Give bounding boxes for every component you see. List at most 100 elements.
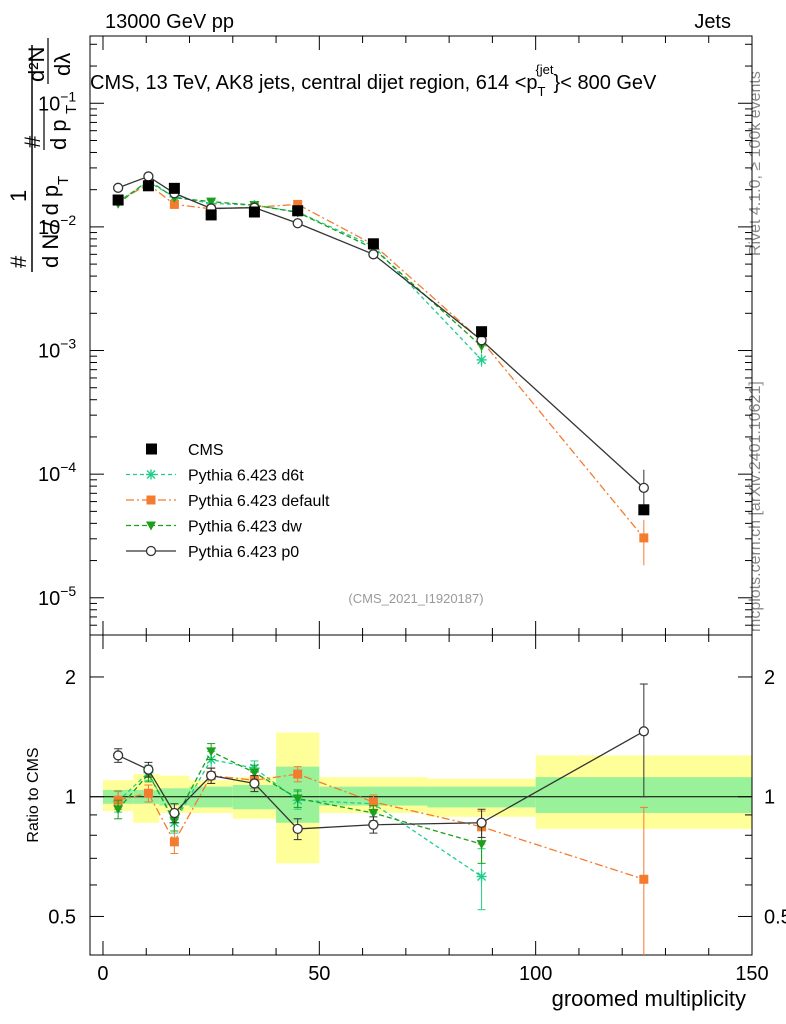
- ratio-point-1-2: [169, 837, 179, 847]
- analysis-watermark: (CMS_2021_I1920187): [348, 591, 483, 606]
- x-tick-label-50: 50: [308, 963, 330, 985]
- cms-point-7: [476, 326, 488, 338]
- cms-point-8: [638, 504, 650, 516]
- x-tick-label-150: 150: [735, 963, 768, 985]
- rivet-label: Rivet 4.1.0, ≥ 100k events: [747, 71, 764, 256]
- header-right: Jets: [694, 11, 731, 33]
- ratio-point-1-8: [639, 874, 649, 884]
- legend: CMS Pythia 6.423 d6t Pythia 6.423 default P…: [126, 442, 330, 561]
- ratio-point-3-3: [206, 770, 217, 781]
- ratio-uncertainty-bands: [102, 732, 752, 864]
- legend-label-4: Pythia 6.423 p0: [188, 544, 299, 561]
- main-ytick-label-exp: −1: [60, 88, 76, 104]
- ratio-series: [112, 683, 649, 955]
- main-ytick-label-exp: −2: [60, 212, 76, 228]
- main-point-2-3: [206, 197, 217, 207]
- ratio-point-3-0: [112, 750, 124, 761]
- main-ytick-label-base: 10: [38, 341, 60, 363]
- chart-title-pre: CMS, 13 TeV, AK8 jets, central dijet reg…: [90, 72, 538, 94]
- cms-point-6: [367, 238, 379, 250]
- axis-ticks: [90, 36, 753, 956]
- ratio-point-3-1: [143, 764, 154, 775]
- ratio-frame: [89, 634, 753, 956]
- main-ytick-label-2: 10−3: [38, 336, 76, 363]
- ratio-ylabel: Ratio to CMS: [25, 747, 42, 842]
- main-ytick-label-1: 10−2: [38, 212, 76, 239]
- ylabel-dn-dpt: d N / d p: [38, 185, 63, 268]
- ylabel-hash-1: #: [6, 255, 31, 268]
- cms-point-2: [168, 182, 180, 194]
- chart-title: CMS, 13 TeV, AK8 jets, central dijet reg…: [90, 62, 657, 99]
- cms-point-4: [248, 206, 260, 218]
- cms-point-3: [205, 209, 217, 221]
- chart-title-sup: {jet: [535, 62, 553, 77]
- main-ytick-label-exp: −3: [60, 336, 76, 352]
- main-point-3-5: [292, 218, 303, 229]
- ratio-point-1-5: [293, 769, 303, 779]
- main-ylabel: 1 # d N / d p T # d p T d²N dλ: [6, 38, 80, 272]
- ratio-line-2: [117, 750, 482, 845]
- ratio-point-2-0: [113, 805, 124, 815]
- ratio-ytick-label-left-0: 0.5: [48, 906, 76, 928]
- x-tick-label-0: 0: [97, 963, 108, 985]
- ylabel-one: 1: [6, 190, 31, 202]
- ratio-ytick-label-left-2: 2: [65, 667, 76, 689]
- cms-point-5: [292, 205, 304, 217]
- ratio-point-3-6: [368, 819, 379, 830]
- ratio-ytick-label-right-2: 2: [764, 667, 775, 689]
- cms-point-1: [142, 180, 154, 192]
- main-ytick-label-base: 10: [38, 464, 60, 486]
- legend-label-2: Pythia 6.423 default: [188, 493, 330, 510]
- legend-marker-2: [146, 495, 156, 505]
- legend-marker-4: [145, 545, 157, 557]
- ylabel-d2n: d²N: [24, 47, 49, 82]
- ylabel-t-sub: T: [55, 176, 72, 185]
- main-point-0-7: [476, 354, 487, 365]
- chart-title-post: }< 800 GeV: [554, 72, 658, 94]
- header-left: 13000 GeV pp: [105, 11, 234, 33]
- ratio-point-2-7: [476, 840, 487, 850]
- main-ytick-label-base: 10: [38, 93, 60, 115]
- main-ytick-label-3: 10−4: [38, 459, 76, 486]
- legend-cms-marker: [146, 443, 157, 455]
- main-point-3-0: [112, 182, 124, 193]
- legend-label-0: CMS: [188, 442, 224, 459]
- main-point-1-2: [169, 199, 179, 209]
- ratio-point-3-2: [169, 807, 180, 819]
- ratio-point-0-7: [476, 871, 487, 882]
- ratio-line-0: [117, 758, 482, 878]
- ylabel-hash-2: #: [20, 135, 45, 148]
- main-point-0-7-stroke-3: [477, 355, 487, 365]
- xlabel: groomed multiplicity: [552, 986, 746, 1011]
- main-point-3-1: [143, 171, 154, 182]
- ratio-point-1-6: [368, 797, 378, 807]
- main-point-3-6: [368, 249, 379, 260]
- ratio-ytick-label-left-1: 1: [65, 787, 76, 809]
- legend-label-1: Pythia 6.423 d6t: [188, 468, 304, 485]
- main-ytick-label-exp: −5: [60, 583, 76, 599]
- main-ytick-label-4: 10−5: [38, 583, 76, 610]
- cms-point-0: [112, 194, 124, 206]
- legend-marker-1-stroke-3: [146, 470, 156, 479]
- ratio-point-2-5: [292, 794, 303, 804]
- main-ytick-label-exp: −4: [60, 459, 76, 475]
- legend-marker-3: [146, 521, 156, 531]
- ratio-point-2-3: [206, 747, 217, 757]
- ratio-point-3-7: [476, 817, 487, 828]
- main-ytick-label-0: 10−1: [38, 88, 76, 115]
- ratio-point-3-5: [292, 823, 303, 835]
- x-tick-label-100: 100: [519, 963, 552, 985]
- ratio-line-1: [117, 773, 645, 880]
- main-point-1-5: [293, 199, 303, 209]
- main-line-0: [117, 181, 483, 361]
- legend-label-3: Pythia 6.423 dw: [188, 519, 302, 536]
- main-series: [112, 171, 650, 566]
- ratio-point-3-8: [638, 726, 649, 737]
- ratio-point-1-1: [143, 788, 153, 798]
- ratio-point-0-7-stroke-3: [477, 872, 487, 882]
- ratio-point-2-4: [249, 768, 260, 778]
- main-point-3-8: [638, 482, 649, 493]
- mcplots-label: mcplots.cern.ch [arXiv:2401.10621]: [747, 381, 764, 632]
